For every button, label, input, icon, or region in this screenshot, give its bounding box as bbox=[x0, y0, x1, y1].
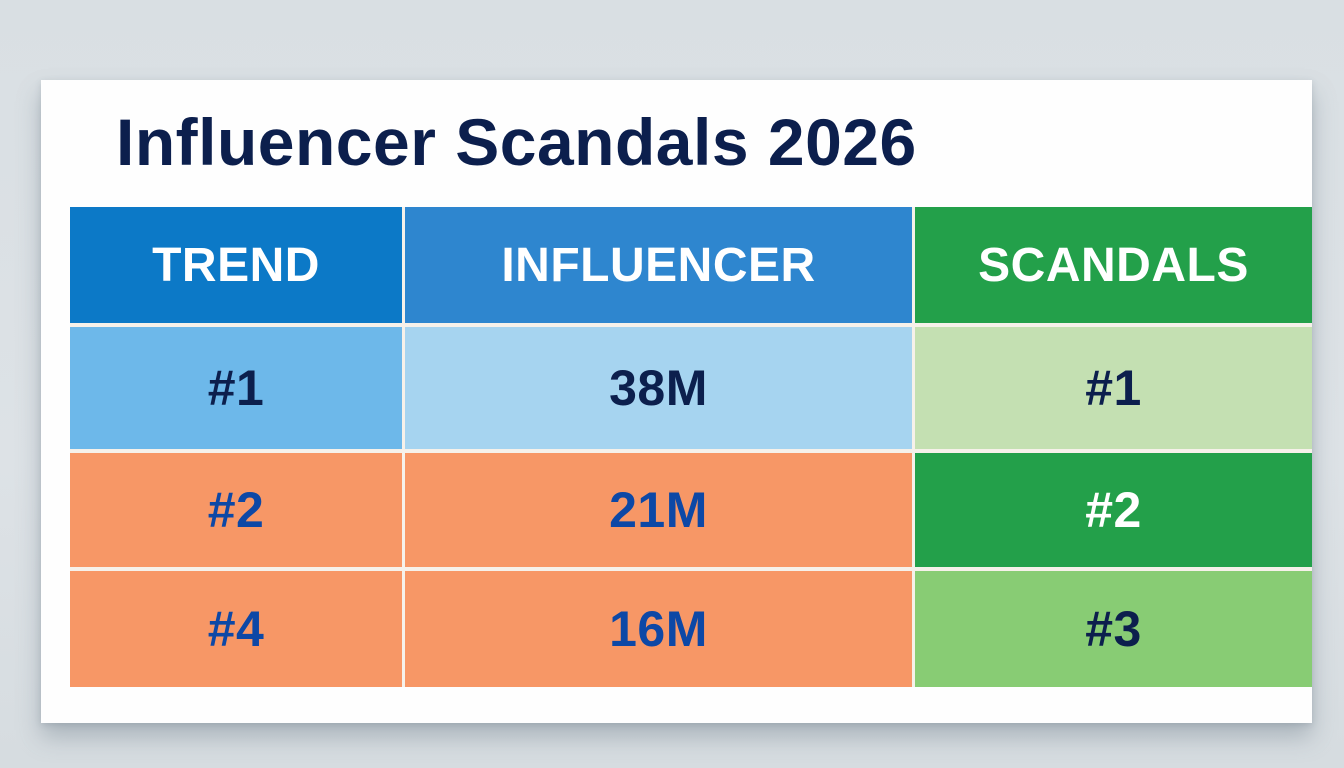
table-cell: 16M bbox=[405, 571, 912, 687]
chart-title: Influencer Scandals 2026 bbox=[116, 105, 917, 179]
header-trend: TREND bbox=[70, 207, 402, 323]
infographic-card: Influencer Scandals 2026 TREND INFLUENCE… bbox=[41, 80, 1312, 723]
header-influencer: INFLUENCER bbox=[405, 207, 912, 323]
scandals-table: TREND INFLUENCER SCANDALS #1 38M #1 #2 2… bbox=[70, 207, 1312, 687]
table-cell: 38M bbox=[405, 327, 912, 449]
table-cell: #4 bbox=[70, 571, 402, 687]
table-cell: #1 bbox=[915, 327, 1312, 449]
table-cell: 21M bbox=[405, 453, 912, 567]
table-cell: #2 bbox=[70, 453, 402, 567]
table-cell: #3 bbox=[915, 571, 1312, 687]
table-cell: #2 bbox=[915, 453, 1312, 567]
table-cell: #1 bbox=[70, 327, 402, 449]
header-scandals: SCANDALS bbox=[915, 207, 1312, 323]
